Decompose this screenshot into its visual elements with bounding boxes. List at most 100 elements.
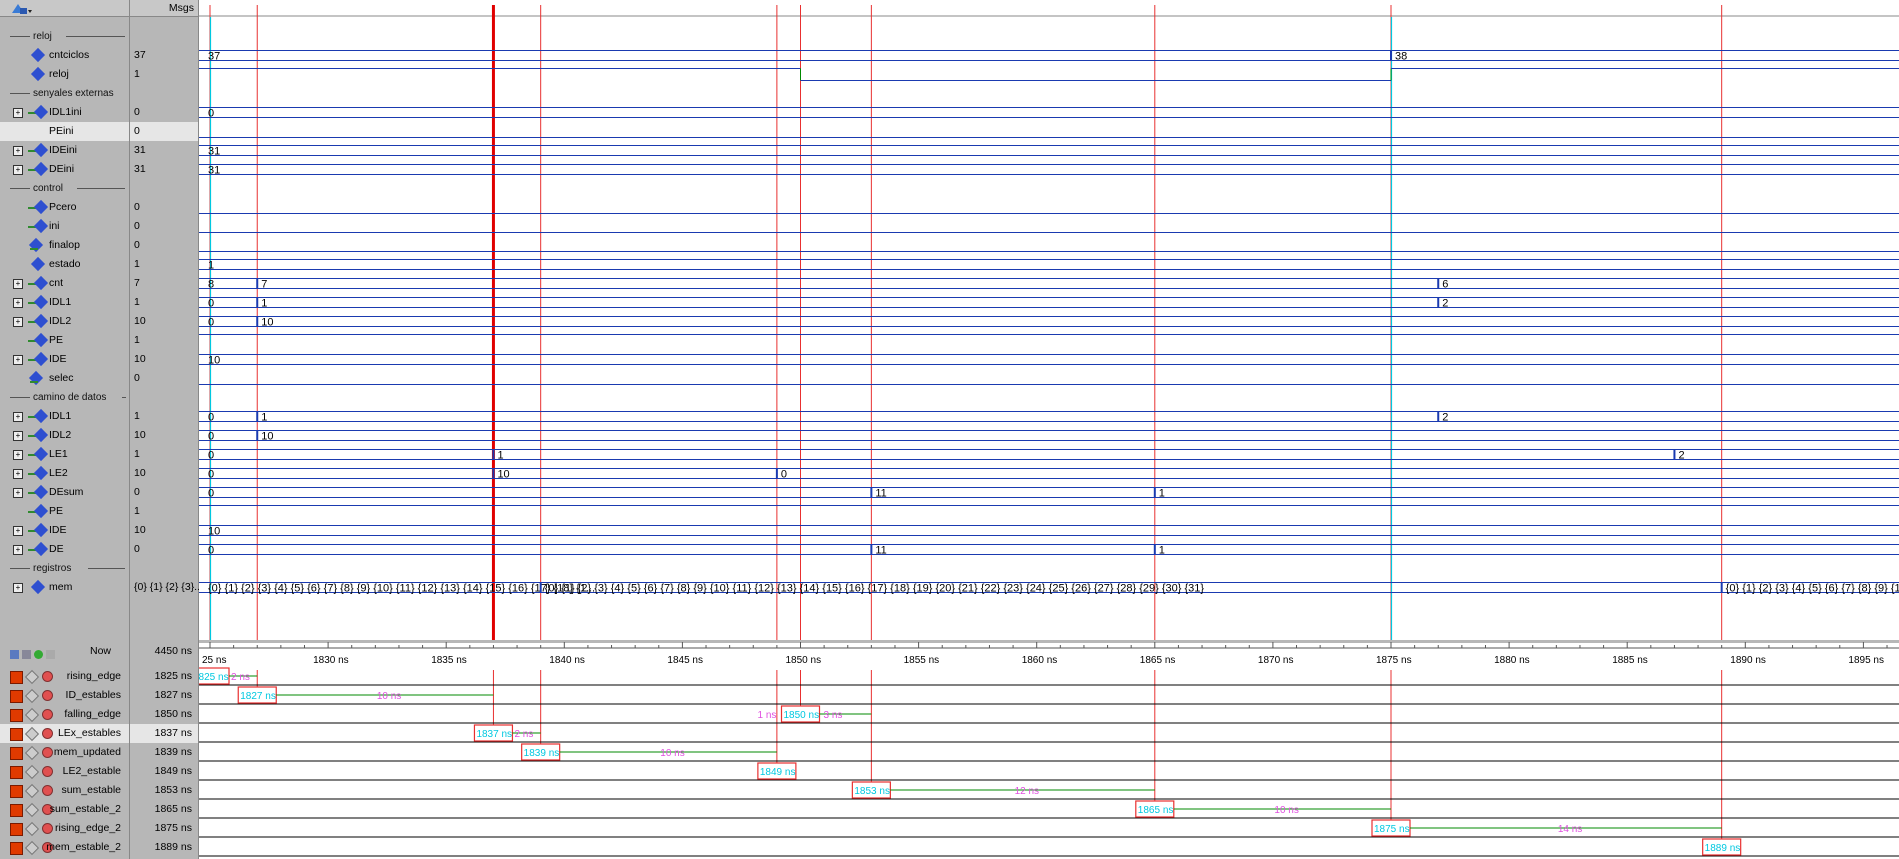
expand-icon[interactable]: +	[13, 279, 23, 289]
signal-name: DEsum	[49, 486, 84, 498]
cursor-lock-icon[interactable]	[10, 709, 23, 722]
cursor-row[interactable]: falling_edge	[0, 705, 129, 724]
cursor-edit-icon[interactable]	[24, 821, 40, 837]
cursor-lock-icon[interactable]	[10, 690, 23, 703]
cursor-delete-icon[interactable]	[42, 690, 53, 701]
group-header[interactable]: camino de datos	[0, 388, 129, 407]
cursor-lock-icon[interactable]	[10, 766, 23, 779]
signal-row[interactable]: + IDL1	[0, 407, 129, 426]
group-header[interactable]: control	[0, 179, 129, 198]
signal-row[interactable]: finalop	[0, 236, 129, 255]
cursor-delete-icon[interactable]	[42, 842, 53, 853]
cursor-delete-icon[interactable]	[42, 804, 53, 815]
signal-row[interactable]: + IDL2	[0, 312, 129, 331]
expand-icon[interactable]: +	[13, 431, 23, 441]
signal-row[interactable]: + IDL1	[0, 293, 129, 312]
group-header[interactable]: registros	[0, 559, 129, 578]
cursor-edit-icon[interactable]	[24, 802, 40, 818]
cursor-delete-icon[interactable]	[42, 671, 53, 682]
signal-name: DEini	[49, 163, 75, 175]
expand-icon[interactable]: +	[13, 583, 23, 593]
cursor-edit-icon[interactable]	[24, 669, 40, 685]
signal-row[interactable]: ini	[0, 217, 129, 236]
cursor-delete-icon[interactable]	[42, 785, 53, 796]
cursor-edit-icon[interactable]	[24, 688, 40, 704]
signal-row[interactable]: + cnt	[0, 274, 129, 293]
signal-name: IDL1ini	[49, 106, 82, 118]
group-header[interactable]: senyales externas	[0, 84, 138, 103]
signal-row[interactable]: + LE2	[0, 464, 129, 483]
signal-row[interactable]: estado	[0, 255, 129, 274]
signal-row[interactable]: + IDE	[0, 350, 129, 369]
cursor-edit-icon[interactable]	[24, 745, 40, 761]
signal-row[interactable]: PEini	[0, 122, 129, 141]
cursor-lock-icon[interactable]	[10, 728, 23, 741]
cursor-lock-icon[interactable]	[10, 804, 23, 817]
expand-icon[interactable]: +	[13, 165, 23, 175]
signal-row[interactable]: cntciclos	[0, 46, 129, 65]
expand-icon[interactable]: +	[13, 298, 23, 308]
cursor-edit-icon[interactable]	[24, 840, 40, 856]
signal-name: PE	[49, 334, 64, 346]
group-header[interactable]: reloj	[0, 27, 129, 46]
cursor-row[interactable]: rising_edge	[0, 667, 129, 686]
cursor-grid-icon[interactable]	[22, 650, 31, 659]
cursor-lock-icon[interactable]	[10, 785, 23, 798]
expand-icon[interactable]: +	[13, 450, 23, 460]
cursor-edit-icon[interactable]	[24, 726, 40, 742]
cursor-delete-icon[interactable]	[42, 766, 53, 777]
expand-icon[interactable]: +	[13, 469, 23, 479]
cursor-row[interactable]: sum_estable_2	[0, 800, 129, 819]
bus-value-label: 0	[208, 545, 214, 557]
cursor-row[interactable]: rising_edge_2	[0, 819, 129, 838]
signal-row[interactable]: + DEsum	[0, 483, 129, 502]
signal-row[interactable]: PE	[0, 331, 129, 350]
signal-row[interactable]: PE	[0, 502, 129, 521]
signal-row[interactable]: + mem	[0, 578, 129, 597]
signal-row[interactable]: + LE1	[0, 445, 129, 464]
expand-icon[interactable]: +	[13, 317, 23, 327]
cursor-lock-icon[interactable]	[10, 823, 23, 836]
signal-row[interactable]: selec	[0, 369, 129, 388]
expand-icon[interactable]: +	[13, 545, 23, 555]
cursor-lock-icon[interactable]	[10, 650, 19, 659]
remove-cursor-icon[interactable]	[46, 650, 55, 659]
expand-icon[interactable]: +	[13, 355, 23, 365]
cursor-row[interactable]: sum_estable	[0, 781, 129, 800]
signal-diamond-icon	[33, 351, 49, 367]
cursor-row[interactable]: mem_updated	[0, 743, 129, 762]
signal-name: IDE	[49, 353, 67, 365]
add-cursor-icon[interactable]	[34, 650, 43, 659]
cursor-row[interactable]: ID_estables	[0, 686, 129, 705]
cursor-delete-icon[interactable]	[42, 728, 53, 739]
expand-icon[interactable]: +	[13, 526, 23, 536]
signal-arrow-icon	[28, 359, 36, 361]
signal-row[interactable]: + DE	[0, 540, 129, 559]
cursor-row[interactable]: LEx_estables	[0, 724, 129, 743]
cursor-edit-icon[interactable]	[24, 764, 40, 780]
signal-row[interactable]: Pcero	[0, 198, 129, 217]
expand-icon[interactable]: +	[13, 488, 23, 498]
signal-row[interactable]: + IDL2	[0, 426, 129, 445]
cursor-row[interactable]: mem_estable_2	[0, 838, 129, 857]
expand-icon[interactable]: +	[13, 108, 23, 118]
cursor-lock-icon[interactable]	[10, 842, 23, 855]
signal-row[interactable]: + IDEini	[0, 141, 129, 160]
cursor-lock-icon[interactable]	[10, 671, 23, 684]
wave-toolbar-icon[interactable]	[10, 2, 32, 15]
cursor-lock-icon[interactable]	[10, 747, 23, 760]
cursor-delete-icon[interactable]	[42, 709, 53, 720]
expand-icon[interactable]: +	[13, 412, 23, 422]
signal-row[interactable]: + IDE	[0, 521, 129, 540]
cursor-edit-icon[interactable]	[24, 783, 40, 799]
cursor-delete-icon[interactable]	[42, 747, 53, 758]
cursor-edit-icon[interactable]	[24, 707, 40, 723]
waveform-pane[interactable]: 37 38 0 31 31 1 8 7 6 0 1 2 0 10 10 0 1 2 0 10 0 1 2 0 10 0 0 11 1 10…	[199, 0, 1899, 859]
cursor-row[interactable]: LE2_estable	[0, 762, 129, 781]
expand-icon[interactable]: +	[13, 146, 23, 156]
signal-row[interactable]: + DEini	[0, 160, 129, 179]
signal-row[interactable]: reloj	[0, 65, 129, 84]
signal-row[interactable]: + IDL1ini	[0, 103, 129, 122]
cursor-delete-icon[interactable]	[42, 823, 53, 834]
